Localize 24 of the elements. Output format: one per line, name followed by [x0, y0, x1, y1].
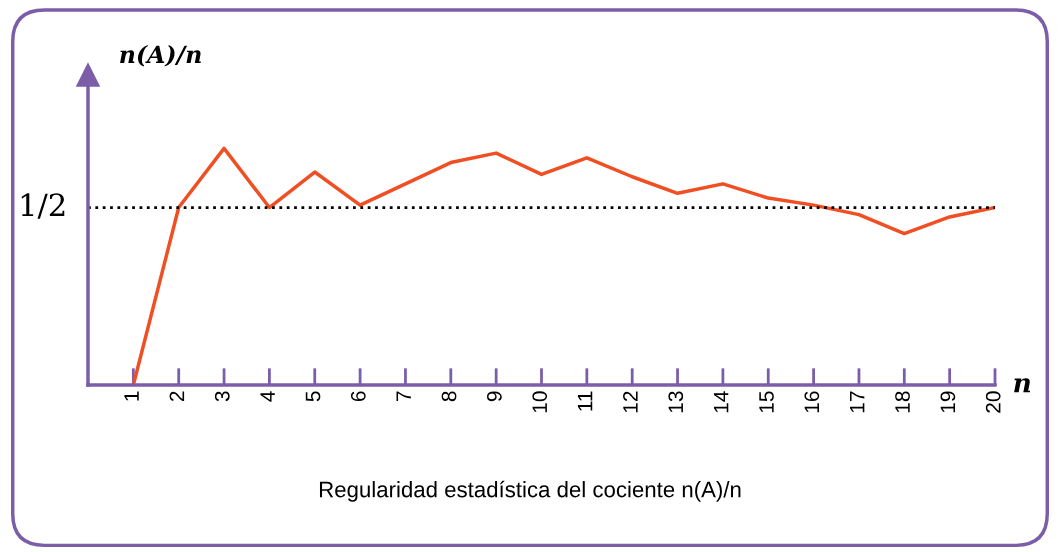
x-tick-label: 13	[668, 391, 684, 413]
x-tick-label: 20	[985, 391, 1001, 413]
x-tick-label: 18	[895, 391, 910, 413]
x-tick-label: 10	[532, 391, 548, 413]
y-axis-title: n(A)/n	[120, 44, 201, 67]
ref-line-label: 1/2	[21, 193, 65, 219]
x-tick-label: 5	[305, 391, 321, 402]
x-tick-label: 4	[260, 391, 275, 402]
x-tick-label: 2	[169, 391, 185, 402]
x-tick-label: 16	[804, 391, 820, 413]
x-tick-label: 14	[713, 391, 729, 413]
x-tick-label: 17	[850, 391, 865, 413]
x-tick-label: 12	[623, 391, 638, 413]
x-tick-label: 1	[124, 391, 139, 401]
x-axis-title: n	[1014, 378, 1031, 393]
x-tick-label: 7	[396, 391, 411, 402]
x-tick-label: 19	[940, 391, 956, 413]
text: Regularidad estadística del cociente n(A)/n	[319, 480, 741, 502]
x-tick-label: 3	[214, 391, 230, 402]
x-tick-label: 6	[350, 391, 366, 402]
x-tick-label: 11	[577, 391, 593, 411]
x-tick-label: 15	[759, 391, 774, 413]
x-tick-label: 9	[486, 391, 502, 402]
x-tick-label: 8	[441, 391, 457, 402]
